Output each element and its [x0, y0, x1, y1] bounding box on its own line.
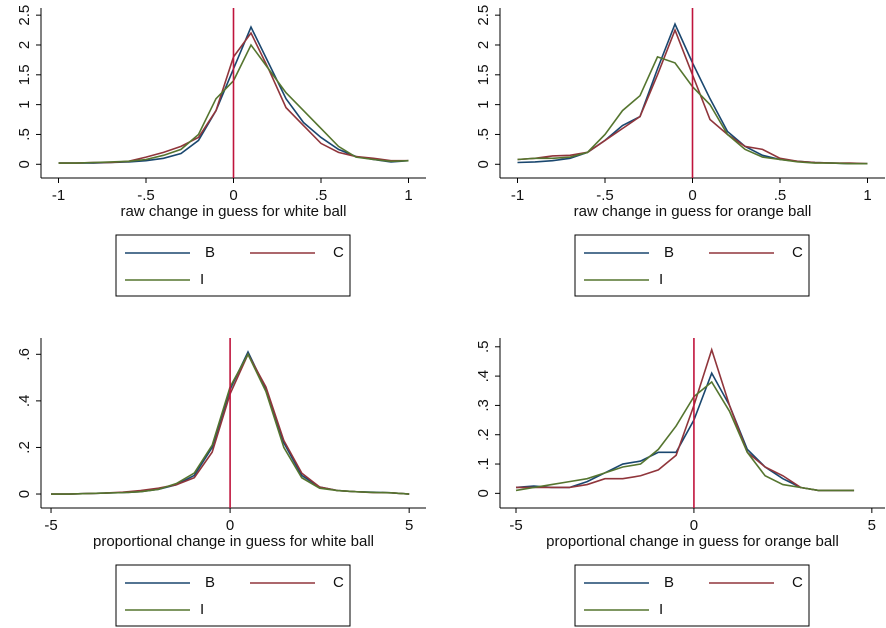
legend-label: C [792, 244, 803, 261]
legend-label: B [664, 244, 674, 261]
y-tick-label: 2.5 [16, 5, 33, 26]
x-tick-label: -.5 [137, 187, 155, 204]
legend-label: C [792, 574, 803, 591]
x-tick-label: 1 [404, 187, 412, 204]
legend-box [115, 564, 351, 627]
y-tick-label: .6 [16, 348, 33, 361]
y-tick-label: 0 [475, 489, 492, 497]
y-tick-label: 1 [16, 100, 33, 108]
x-axis-title: raw change in guess for white ball [121, 203, 347, 220]
y-tick-label: 0 [16, 160, 33, 168]
x-tick-label: .5 [315, 187, 328, 204]
y-tick-label: .1 [475, 458, 492, 471]
legend-box [574, 564, 810, 627]
legend-label: B [205, 244, 215, 261]
x-tick-label: 5 [868, 517, 876, 534]
x-tick-label: -.5 [596, 187, 614, 204]
y-tick-label: 0 [16, 490, 33, 498]
y-tick-label: 0 [475, 160, 492, 168]
x-tick-label: -1 [52, 187, 65, 204]
y-tick-label: .5 [16, 128, 33, 141]
y-tick-label: 2 [475, 41, 492, 49]
legend-label: I [200, 271, 204, 288]
legend-label: C [333, 574, 344, 591]
y-tick-label: .5 [475, 128, 492, 141]
legend-label: C [333, 244, 344, 261]
density-line [515, 380, 855, 492]
legend-label: I [659, 601, 663, 618]
x-tick-label: 0 [688, 187, 696, 204]
density-line [516, 347, 855, 492]
x-tick-label: 0 [226, 517, 234, 534]
y-tick-label: .2 [475, 428, 492, 441]
y-tick-label: 1.5 [475, 64, 492, 85]
y-tick-label: .2 [16, 441, 33, 454]
y-tick-label: 2.5 [475, 5, 492, 26]
plot-area [41, 338, 426, 508]
y-tick-label: .4 [16, 395, 33, 408]
legend-box [115, 234, 351, 297]
y-tick-label: .3 [475, 399, 492, 412]
legend-label: I [200, 601, 204, 618]
legend-label: B [664, 574, 674, 591]
x-tick-label: .5 [774, 187, 787, 204]
x-axis-title: proportional change in guess for white b… [93, 533, 374, 550]
x-tick-label: 1 [863, 187, 871, 204]
x-tick-label: 0 [690, 517, 698, 534]
legend-label: I [659, 271, 663, 288]
y-tick-label: .5 [475, 341, 492, 354]
y-tick-label: 2 [16, 41, 33, 49]
y-tick-label: 1.5 [16, 64, 33, 85]
x-tick-label: -1 [511, 187, 524, 204]
legend-box [574, 234, 810, 297]
x-axis-title: raw change in guess for orange ball [574, 203, 812, 220]
x-tick-label: 5 [405, 517, 413, 534]
y-tick-label: .4 [475, 370, 492, 383]
legend-label: B [205, 574, 215, 591]
x-tick-label: 0 [229, 187, 237, 204]
x-tick-label: -5 [44, 517, 57, 534]
x-tick-label: -5 [509, 517, 522, 534]
y-tick-label: 1 [475, 100, 492, 108]
x-axis-title: proportional change in guess for orange … [546, 533, 839, 550]
